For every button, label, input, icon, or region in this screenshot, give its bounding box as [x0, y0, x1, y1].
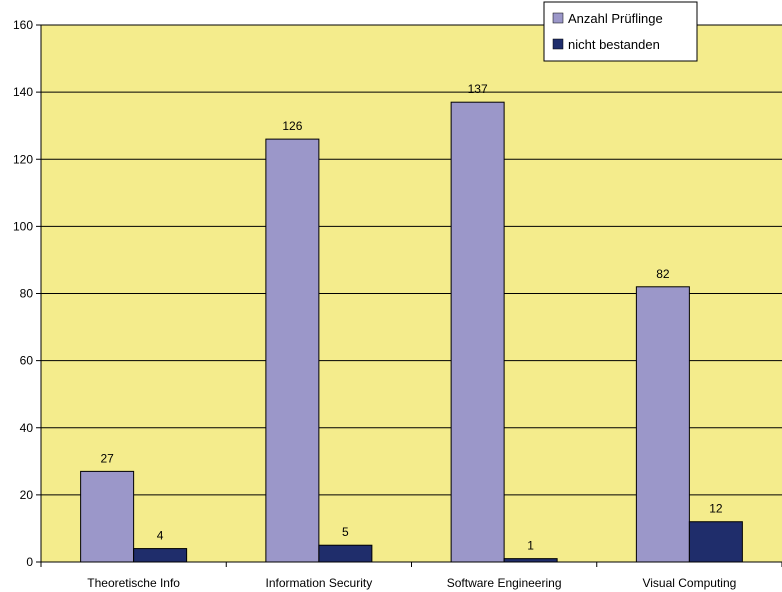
data-label: 126	[282, 119, 302, 133]
data-labels: 27 4 126 5 137 1 82 12	[100, 82, 722, 552]
y-tick-label: 60	[20, 354, 34, 368]
x-category-label: Information Security	[266, 576, 373, 590]
bar-nicht-bestanden	[503, 558, 558, 563]
legend-label-nicht-bestanden: nicht bestanden	[568, 37, 660, 52]
y-tick-label: 80	[20, 287, 34, 301]
legend-label-anzahl: Anzahl Prüflinge	[568, 11, 663, 26]
y-tick-label: 100	[13, 219, 33, 233]
bars	[80, 101, 743, 563]
data-label: 27	[100, 451, 114, 465]
data-label: 82	[656, 267, 670, 281]
bar-nicht-bestanden	[318, 544, 373, 563]
y-tick-label: 40	[20, 421, 34, 435]
data-label: 1	[527, 539, 534, 553]
data-label: 5	[342, 525, 349, 539]
data-label: 4	[157, 529, 164, 543]
y-tick-label: 0	[26, 555, 33, 569]
data-label: 12	[709, 502, 723, 516]
bar-anzahl	[80, 470, 135, 563]
bar-nicht-bestanden	[133, 548, 188, 563]
legend-box	[543, 1, 698, 62]
x-category-label: Visual Computing	[642, 576, 736, 590]
gridlines	[41, 24, 782, 496]
y-axis-ticks: 0 20 40 60 80 100 120 140 160	[13, 18, 41, 569]
legend-swatch-anzahl	[552, 12, 564, 24]
bar-anzahl	[265, 138, 320, 563]
legend: Anzahl Prüflinge nicht bestanden	[543, 1, 698, 62]
y-tick-label: 120	[13, 152, 33, 166]
x-axis-ticks: Theoretische Info Information Security Sof…	[40, 562, 782, 590]
bar-nicht-bestanden	[688, 521, 743, 563]
y-tick-label: 160	[13, 18, 33, 32]
legend-swatch-nicht-bestanden	[552, 38, 564, 50]
data-label: 137	[468, 82, 488, 96]
x-category-label: Software Engineering	[447, 576, 562, 590]
y-tick-label: 20	[20, 488, 34, 502]
bar-anzahl	[635, 286, 690, 563]
bar-anzahl	[450, 101, 505, 563]
y-tick-label: 140	[13, 85, 33, 99]
x-category-label: Theoretische Info	[87, 576, 180, 590]
